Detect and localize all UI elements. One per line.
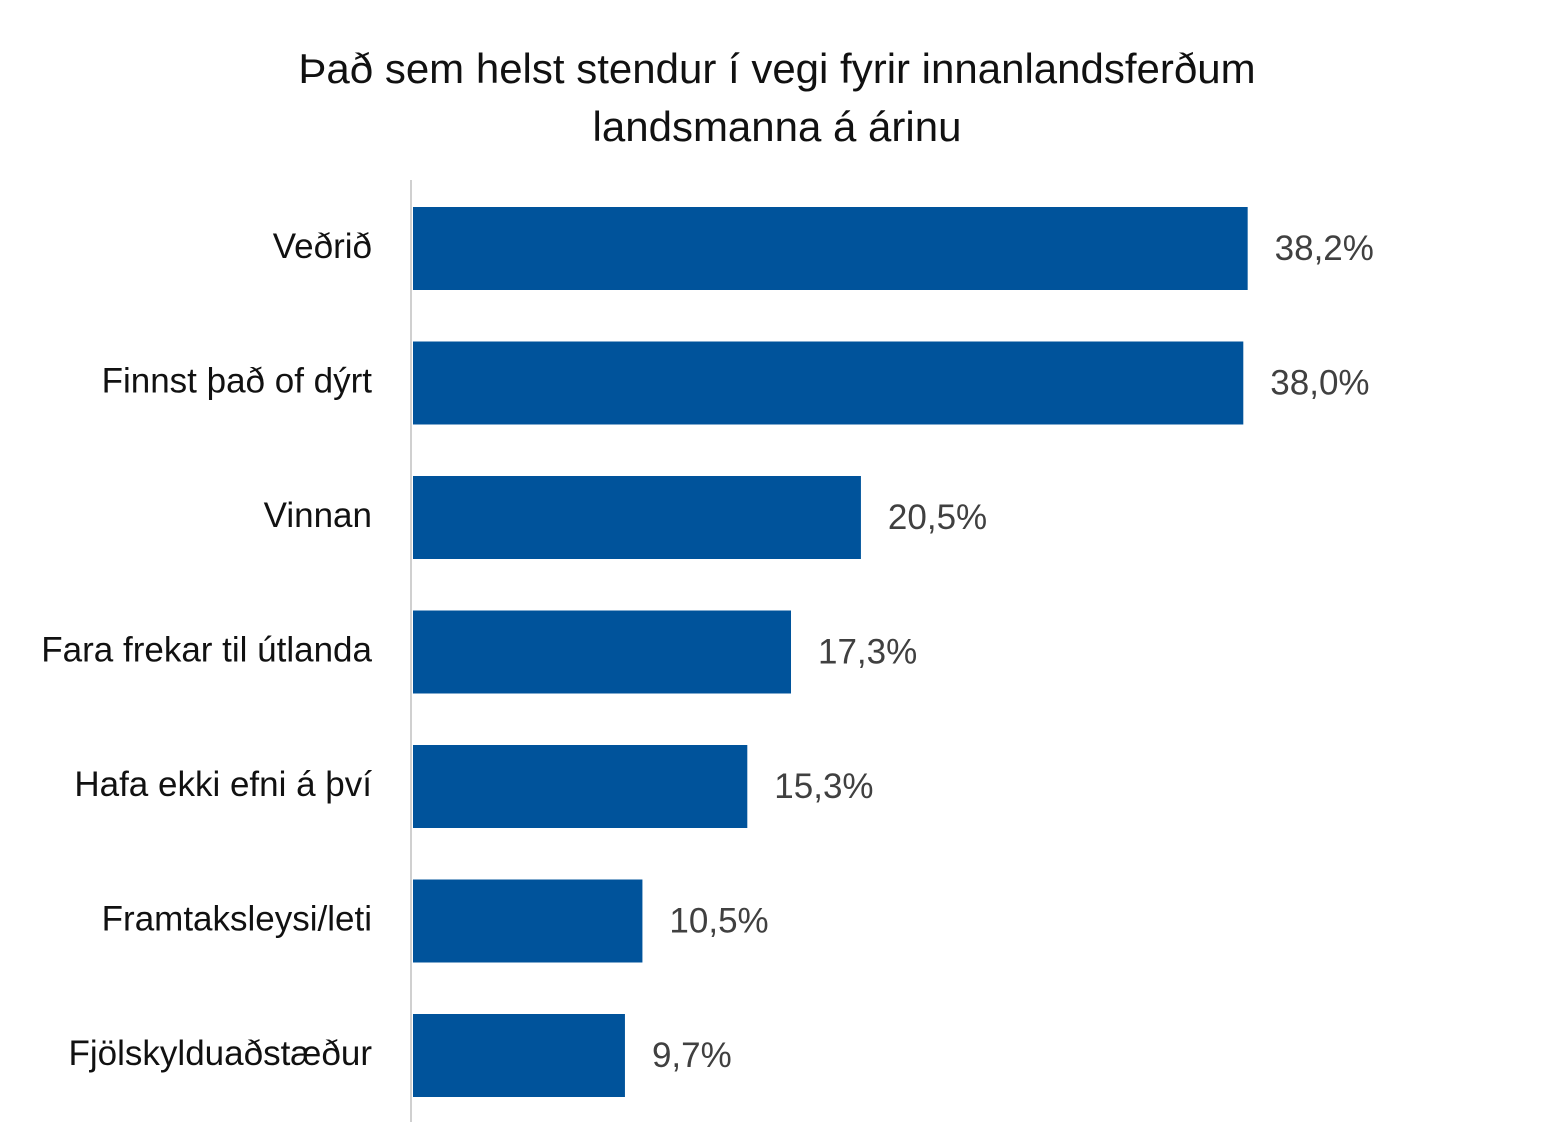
chart-title: Það sem helst stendur í vegi fyrir innan… — [0, 40, 1554, 156]
value-label-1: 38,0% — [1270, 363, 1369, 402]
value-label-4: 15,3% — [774, 767, 873, 806]
bar-1 — [413, 341, 1244, 425]
category-label-6: Fjölskylduaðstæður — [69, 1034, 373, 1073]
value-label-2: 20,5% — [888, 498, 987, 537]
bar-0 — [413, 207, 1248, 290]
category-label-5: Framtaksleysi/leti — [102, 899, 372, 938]
bar-5 — [413, 879, 643, 963]
category-label-0: Veðrið — [273, 227, 372, 266]
bar-6 — [413, 1014, 625, 1097]
category-label-3: Fara frekar til útlanda — [41, 630, 372, 669]
chart-title-line-1: Það sem helst stendur í vegi fyrir innan… — [298, 45, 1256, 92]
bars-layer — [413, 207, 1248, 1097]
labels-layer: Veðrið 38,2% Finnst það of dýrt 38,0% Vinnan… — [41, 227, 1374, 1075]
value-label-5: 10,5% — [669, 901, 768, 940]
category-label-1: Finnst það of dýrt — [102, 361, 373, 400]
category-label-2: Vinnan — [264, 496, 372, 535]
bar-3 — [413, 610, 792, 694]
value-label-0: 38,2% — [1275, 229, 1374, 268]
bar-4 — [413, 745, 748, 828]
value-label-6: 9,7% — [652, 1036, 732, 1075]
value-label-3: 17,3% — [818, 632, 917, 671]
category-label-4: Hafa ekki efni á því — [74, 765, 372, 804]
chart-title-line-2: landsmanna á árinu — [592, 103, 962, 150]
bar-2 — [413, 476, 861, 559]
